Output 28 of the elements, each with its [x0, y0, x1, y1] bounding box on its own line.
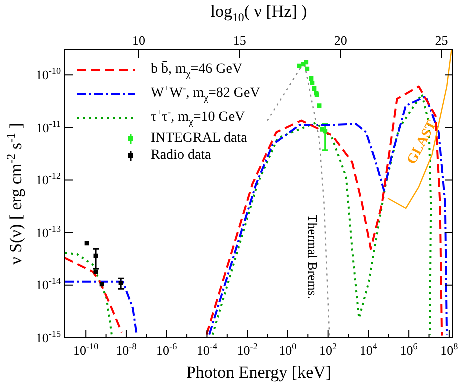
- x-axis-title: Photon Energy [keV]: [186, 363, 332, 382]
- x-tick-label: 10$^{6}$: [400, 342, 418, 358]
- x-tick-label: 10$^{-8}$: [116, 342, 137, 358]
- y-tick-label: 10$^{-11}$: [36, 118, 61, 136]
- y-tick-label: 10$^{-13}$: [36, 224, 61, 240]
- x2-axis-title: log$_{10}$( ν [Hz] ): [210, 2, 308, 24]
- x-tick-label: 10$^{-2}$: [237, 342, 258, 358]
- x-tick-label: 10$^{2}$: [320, 342, 338, 358]
- x-tick-label: 10$^{-10}$: [74, 342, 99, 358]
- y-tick-label: 10$^{-12}$: [36, 171, 61, 188]
- x2-tick-label: 10: [132, 33, 146, 48]
- x2-tick-label: 25: [435, 33, 448, 48]
- x-tick-label: 10$^{4}$: [360, 342, 378, 358]
- x2-tick-label: 20: [334, 33, 348, 48]
- y-tick-label: 10$^{-10}$: [36, 66, 61, 83]
- x-tick-label: 10$^{-4}$: [196, 342, 218, 358]
- y-tick-label: 10$^{-14}$: [36, 276, 61, 293]
- x-tick-label: 10$^{0}$: [279, 342, 297, 358]
- legend-label: b b̄, m$_{χ}$=46 GeV: [151, 62, 243, 80]
- legend-label: Radio data: [151, 148, 212, 164]
- x2-tick-label: 15: [233, 33, 246, 48]
- legend-label: W$^{+}$W$^{-}$, m$_{χ}$=82 GeV: [151, 83, 260, 104]
- annotation: Thermal Brems.: [306, 214, 320, 300]
- legend-label: τ$^{+}$τ$^{-}$, m$_{χ}$=10 GeV: [151, 107, 246, 128]
- legend-label: INTEGRAL data: [151, 130, 248, 146]
- x-tick-label: 10$^{8}$: [440, 342, 458, 358]
- x-tick-label: 10$^{-6}$: [156, 342, 178, 358]
- y-tick-label: 10$^{-15}$: [36, 329, 61, 346]
